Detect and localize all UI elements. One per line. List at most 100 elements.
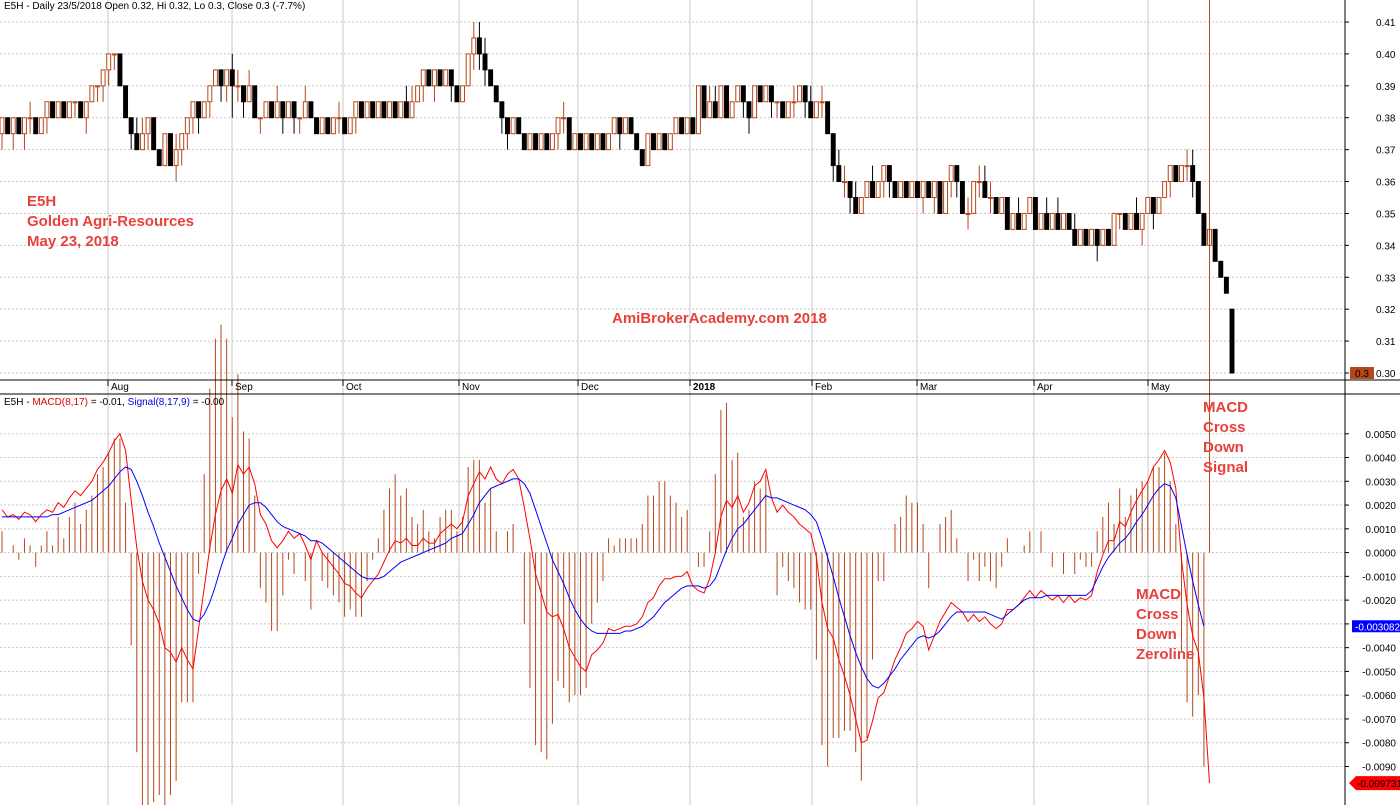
candle-body xyxy=(476,37,482,55)
candle-body xyxy=(561,117,567,120)
candle-body xyxy=(370,101,376,119)
candle-body xyxy=(224,69,230,87)
candle-body xyxy=(432,69,437,87)
candle-body xyxy=(892,181,898,199)
candle-body xyxy=(10,117,16,135)
candle-body xyxy=(724,85,729,119)
candle-body xyxy=(398,101,404,119)
candle-body xyxy=(61,101,67,119)
candle-body xyxy=(488,69,494,87)
last-price-badge xyxy=(1350,367,1374,379)
candle-body xyxy=(454,85,460,103)
x-tick-label: Sep xyxy=(235,382,253,393)
candle-body xyxy=(718,85,724,119)
indicator-tick-label: 0.0000 xyxy=(1365,549,1396,560)
candle-body xyxy=(1100,228,1106,246)
price-tick-label: 0.41 xyxy=(1376,18,1396,29)
candle-body xyxy=(836,165,842,183)
candle-body xyxy=(690,117,696,135)
candle-body xyxy=(156,149,162,167)
signal-cross-line: MACD xyxy=(1203,399,1248,416)
price-tick-label: 0.40 xyxy=(1376,50,1396,61)
candle-body xyxy=(78,101,84,119)
candle-body xyxy=(926,181,932,199)
candle-body xyxy=(291,101,297,119)
candle-body xyxy=(465,53,471,87)
macd-line xyxy=(1,432,1210,784)
candle-body xyxy=(190,101,196,119)
candle-body xyxy=(145,117,151,135)
candle-body xyxy=(763,85,769,103)
zero-cross-line: Down xyxy=(1136,626,1177,643)
candle-body xyxy=(583,133,589,151)
zero-cross-line: MACD xyxy=(1136,586,1181,603)
candle-body xyxy=(33,117,39,135)
candle-body xyxy=(22,117,27,135)
price-tick-label: 0.34 xyxy=(1376,241,1396,252)
candle-body xyxy=(420,69,426,87)
candle-body xyxy=(993,197,999,214)
candle-body xyxy=(38,117,44,135)
candle-body xyxy=(746,101,752,119)
candle-body xyxy=(27,117,33,120)
candle-body xyxy=(1027,197,1033,214)
candle-body xyxy=(1117,212,1123,215)
indicator-tick-label: -0.0090 xyxy=(1362,762,1396,773)
indicator-header: E5H - MACD(8,17) = -0.01, Signal(8,17,9)… xyxy=(4,397,224,408)
candle-body xyxy=(1218,260,1224,278)
candle-body xyxy=(1010,212,1016,230)
candle-body xyxy=(179,133,185,151)
candle-body xyxy=(842,181,847,184)
candle-body xyxy=(1229,308,1235,374)
macd-value-badge-label: -0.009731 xyxy=(1357,779,1400,790)
zero-cross-annotation: MACD Cross Down Zeroline xyxy=(1136,585,1194,665)
candle-body xyxy=(66,101,72,119)
candle-body xyxy=(319,117,325,135)
candle-body xyxy=(988,197,993,199)
candle-body xyxy=(123,85,129,119)
candle-body xyxy=(381,101,387,119)
price-tick-label: 0.39 xyxy=(1376,82,1396,93)
candle-body xyxy=(948,165,954,183)
candle-body xyxy=(95,85,100,88)
candle-body xyxy=(639,149,645,167)
candle-body xyxy=(757,85,763,103)
price-tick-label: 0.38 xyxy=(1376,114,1396,125)
candle-body xyxy=(1038,212,1044,230)
candle-body xyxy=(931,181,937,199)
x-tick-label: Dec xyxy=(581,382,599,393)
candle-body xyxy=(589,133,595,151)
candle-body xyxy=(139,133,145,151)
price-tick-label: 0.37 xyxy=(1376,146,1396,157)
candle-body xyxy=(701,85,707,119)
candle-body xyxy=(263,101,269,119)
candle-body xyxy=(516,117,522,135)
zero-cross-line: Zeroline xyxy=(1136,646,1195,663)
candle-body xyxy=(342,117,348,135)
candle-body xyxy=(527,133,533,151)
candle-body xyxy=(55,101,61,119)
candle-body xyxy=(269,101,275,119)
candle-body xyxy=(645,133,651,167)
candle-body xyxy=(684,117,690,135)
candle-body xyxy=(235,85,241,88)
candle-body xyxy=(555,117,561,135)
last-price-badge-label: 0.3 xyxy=(1355,369,1369,380)
signal-cross-line: Down xyxy=(1203,439,1244,456)
candle-body xyxy=(1016,212,1022,230)
candle-body xyxy=(903,181,909,199)
candle-body xyxy=(780,101,786,119)
candle-body xyxy=(667,133,673,151)
candle-body xyxy=(44,101,50,119)
watermark: AmiBrokerAcademy.com 2018 xyxy=(612,310,827,327)
candle-body xyxy=(870,181,876,199)
candle-body xyxy=(1044,212,1050,230)
candle-body xyxy=(1032,197,1038,230)
candle-body xyxy=(409,101,415,119)
candle-body xyxy=(549,133,555,151)
candle-body xyxy=(358,101,364,119)
candle-body xyxy=(1201,212,1207,246)
candle-body xyxy=(611,117,617,135)
company-annotation: Golden Agri-Resources xyxy=(27,213,194,230)
candle-body xyxy=(965,212,971,215)
